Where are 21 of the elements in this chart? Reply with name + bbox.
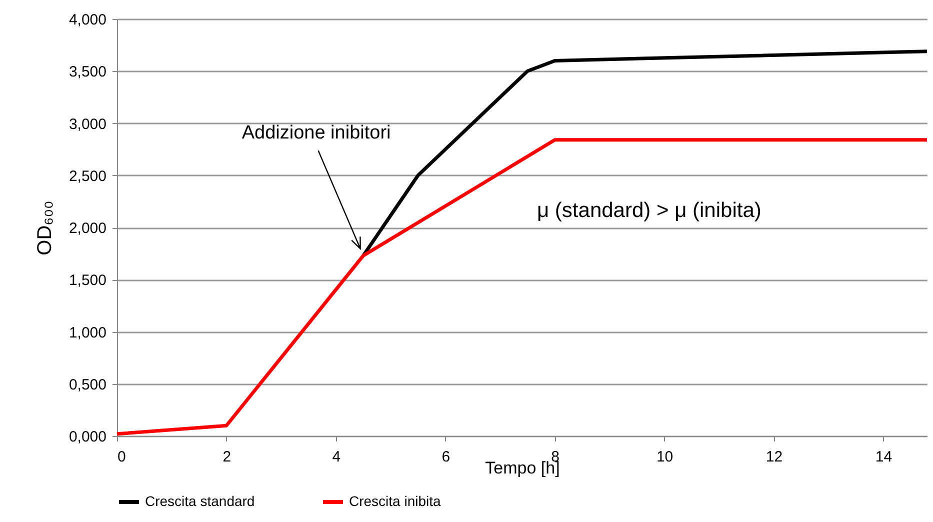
y-tick-label: 3,000 (68, 116, 106, 133)
y-tick-label: 4,000 (68, 12, 106, 28)
annotation: Addizione inibitori (242, 122, 391, 144)
y-tick-label: 1,500 (68, 272, 106, 290)
y-tick-label: 3,500 (68, 64, 106, 81)
x-tick-label: 10 (656, 448, 674, 466)
y-tick-label: 2,500 (68, 168, 106, 185)
x-tick-label: 0 (118, 448, 126, 466)
y-tick-label: 2,000 (68, 220, 106, 237)
legend-label: Crescita standard (145, 493, 255, 509)
annotation: μ (standard) > μ (inibita) (537, 199, 762, 222)
x-tick-label: 2 (222, 448, 232, 466)
y-axis-title: OD₆₀₀ (34, 200, 56, 256)
x-tick-label: 12 (766, 448, 783, 466)
x-tick-label: 4 (332, 448, 341, 466)
y-tick-label: 1,000 (68, 324, 106, 342)
y-tick-label: 0,500 (68, 376, 106, 394)
y-tick-label: 0,000 (68, 428, 106, 446)
x-tick-label: 6 (442, 448, 450, 466)
x-tick-label: 14 (875, 448, 892, 466)
legend-label: Crescita inibita (349, 493, 442, 509)
